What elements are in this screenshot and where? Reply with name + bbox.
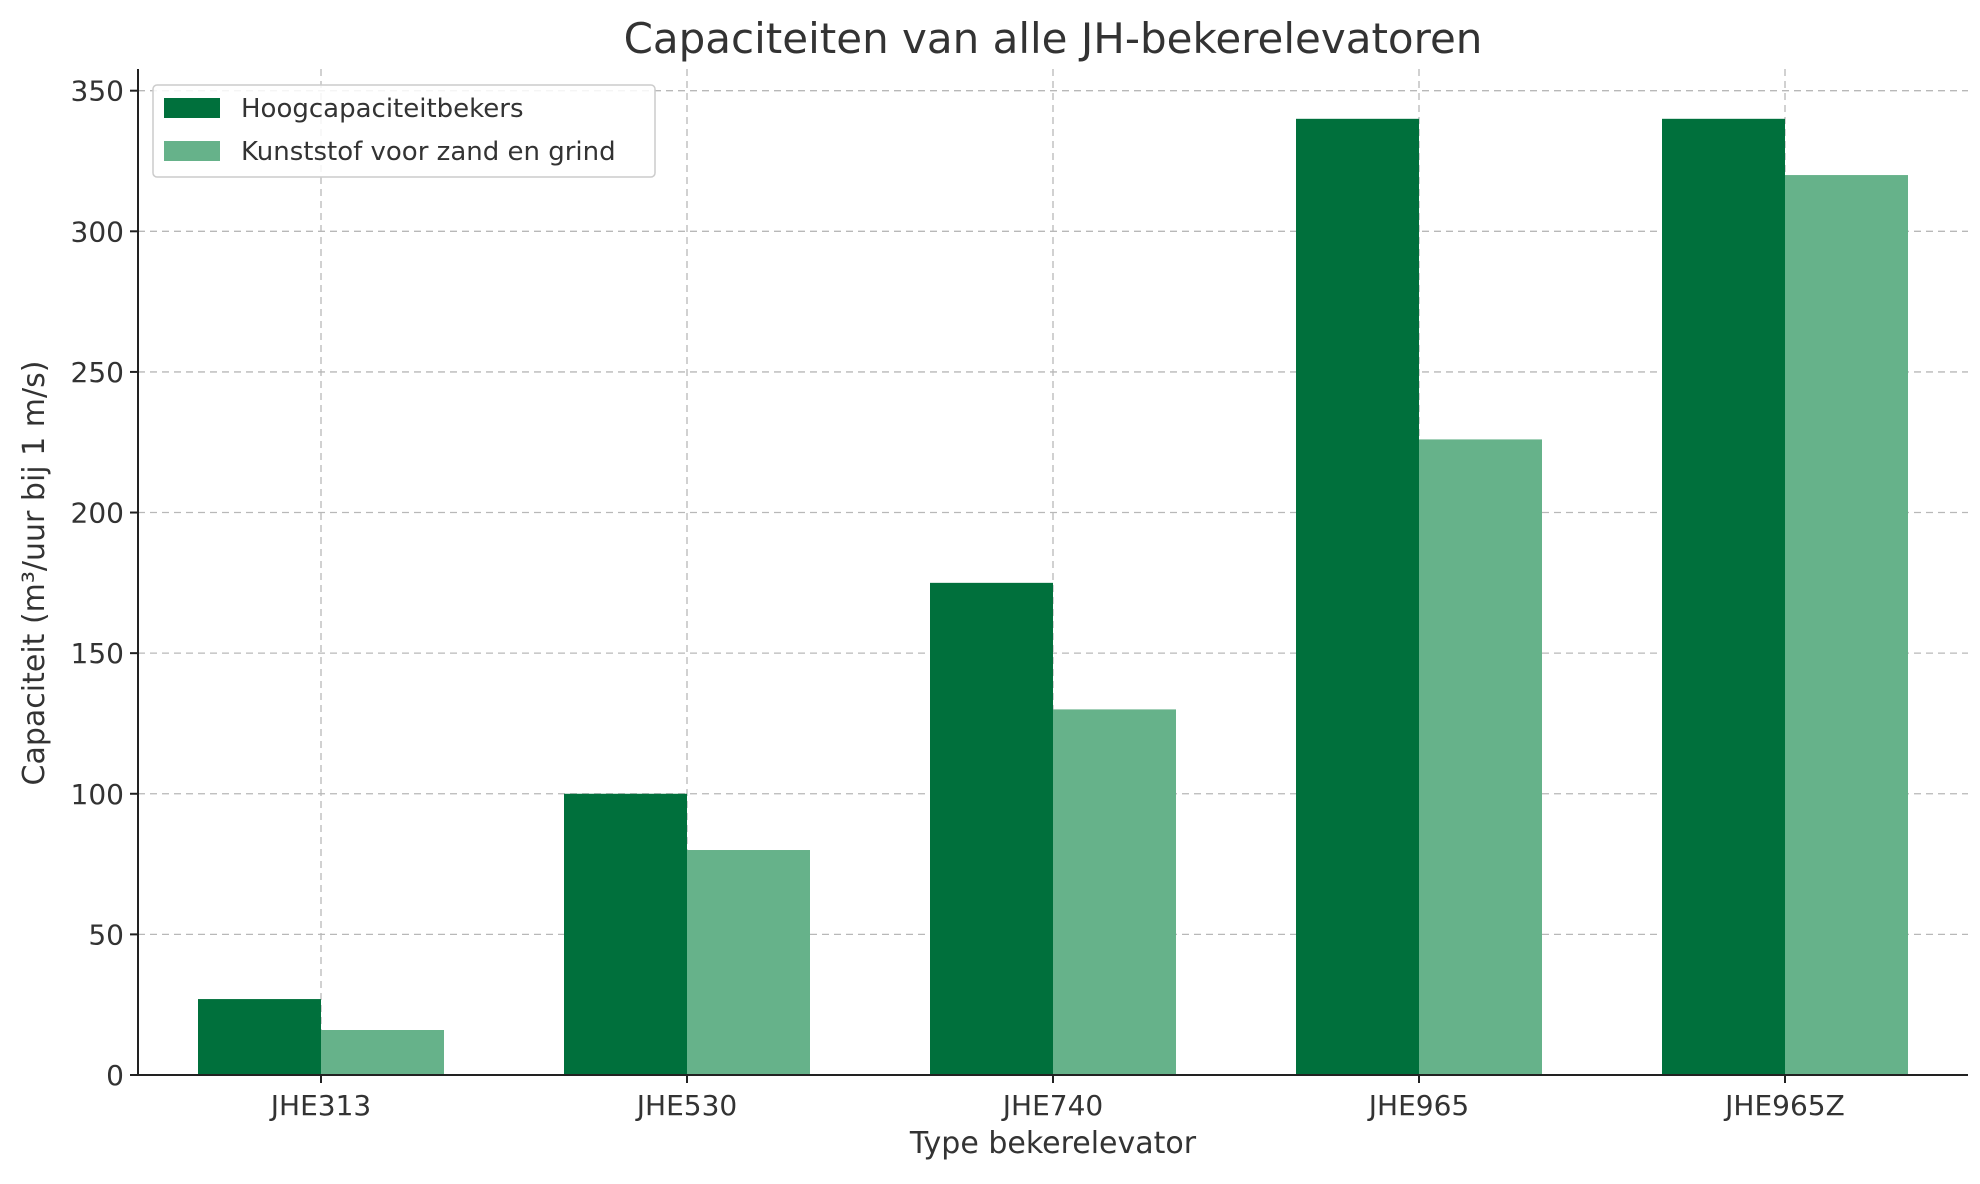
bar-hoogcapaciteitbekers-jhe965 [1296,118,1419,1076]
bar-kunststof-jhe740 [1053,709,1176,1075]
legend-label-hoogcapaciteitbekers: Hoogcapaciteitbekers [241,94,524,124]
y-tick-label: 300 [71,215,124,248]
bar-hoogcapaciteitbekers-jhe530 [564,793,687,1075]
y-tick-label: 200 [71,497,124,530]
bars [198,118,1908,1076]
x-axis-label: Type bekerelevator [909,1126,1197,1161]
bar-kunststof-jhe530 [687,850,810,1075]
y-tick-label: 50 [88,918,124,951]
y-axis-label: Capaciteit (m³/uur bij 1 m/s) [17,361,52,786]
y-tick-label: 0 [106,1059,124,1092]
bar-kunststof-jhe965 [1419,439,1542,1075]
x-tick-label: JHE740 [1001,1089,1103,1122]
bar-hoogcapaciteitbekers-jhe313 [198,999,321,1075]
bar-hoogcapaciteitbekers-jhe740 [930,582,1053,1075]
x-tick-label: JHE530 [635,1089,737,1122]
legend-swatch-kunststof [164,141,220,161]
bar-hoogcapaciteitbekers-jhe965z [1662,118,1785,1076]
y-tick-label: 150 [71,637,124,670]
x-tick-label: JHE965Z [1723,1089,1845,1122]
x-tick-label: JHE313 [269,1089,371,1122]
bar-kunststof-jhe965z [1785,175,1908,1075]
legend: Hoogcapaciteitbekers Kunststof voor zand… [152,84,656,178]
y-tick-label: 350 [71,75,124,108]
y-ticks: 0 50 100 150 200 250 300 350 [71,75,138,1092]
y-tick-label: 100 [71,778,124,811]
x-tick-label: JHE965 [1367,1089,1469,1122]
y-tick-label: 250 [71,356,124,389]
x-ticks: JHE313 JHE530 JHE740 JHE965 JHE965Z [269,1075,1845,1122]
legend-frame [152,84,656,178]
legend-label-kunststof: Kunststof voor zand en grind [241,137,616,167]
bar-kunststof-jhe313 [321,1030,444,1075]
chart-title: Capaciteiten van alle JH-bekerelevatoren [624,14,1483,63]
legend-swatch-hoogcapaciteitbekers [164,98,220,118]
